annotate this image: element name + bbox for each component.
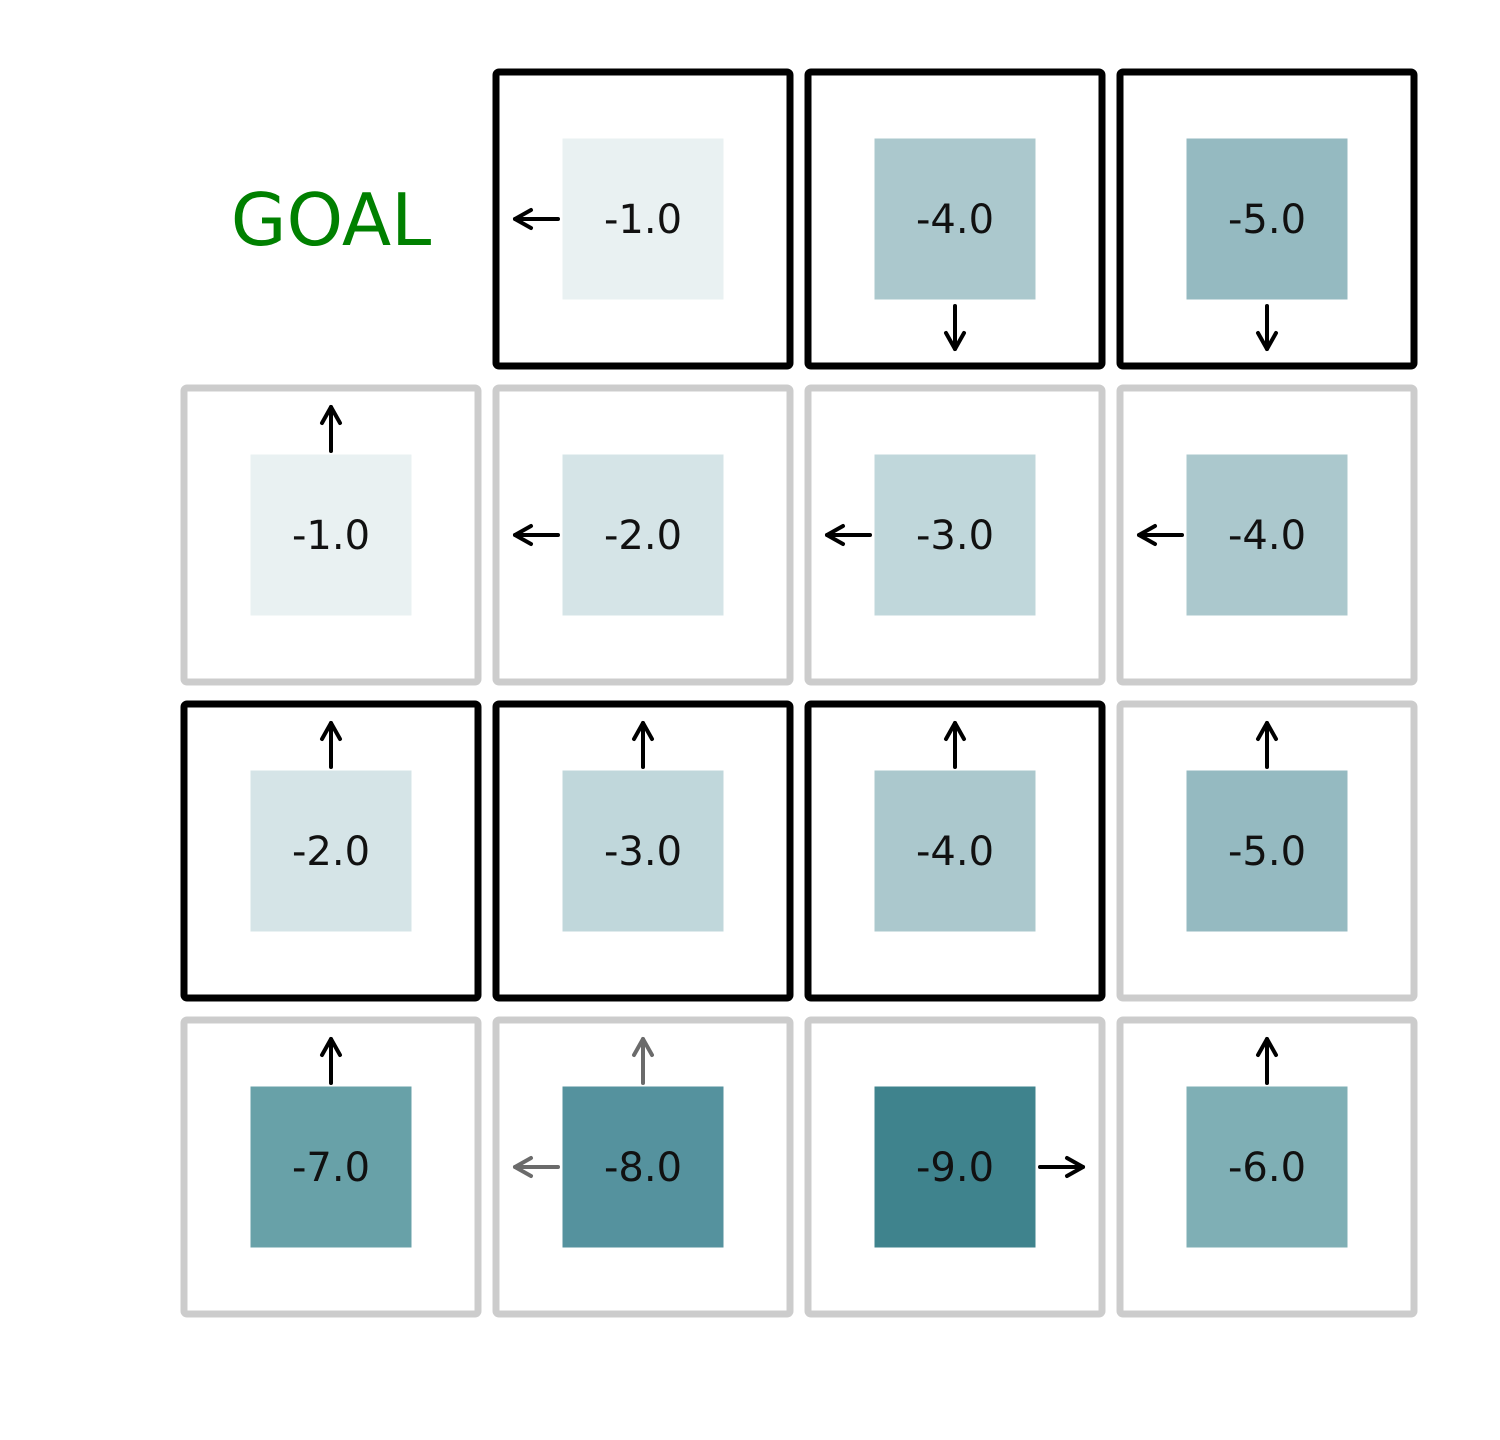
cell-value: -8.0 (604, 1145, 682, 1191)
grid-cell-r3c2: -9.0 (804, 1016, 1106, 1318)
cell-value: -1.0 (292, 513, 370, 559)
grid-cell-r1c1: -2.0 (492, 384, 794, 686)
value-swatch (562, 138, 724, 300)
grid-cell-r3c3: -6.0 (1116, 1016, 1418, 1318)
grid-cell-r2c2: -4.0 (804, 700, 1106, 1002)
cell-border-highlighted (492, 700, 794, 1002)
value-swatch (562, 454, 724, 616)
cell-border (1116, 700, 1418, 1002)
arrow-right-icon (1038, 1156, 1085, 1178)
cell-value: -5.0 (1228, 829, 1306, 875)
value-swatch (1186, 138, 1348, 300)
arrow-up-icon (320, 1037, 342, 1085)
value-swatch (1186, 770, 1348, 932)
value-swatch (562, 770, 724, 932)
cell-value: -9.0 (916, 1145, 994, 1191)
arrow-up-icon (632, 721, 654, 769)
grid-cell-r2c0: -2.0 (180, 700, 482, 1002)
cell-border (180, 1016, 482, 1318)
cell-border (804, 1016, 1106, 1318)
arrow-left-icon (1137, 524, 1184, 546)
cell-value: -5.0 (1228, 197, 1306, 243)
value-swatch (250, 454, 412, 616)
cell-value: -2.0 (604, 513, 682, 559)
value-swatch (250, 770, 412, 932)
cell-value: -7.0 (292, 1145, 370, 1191)
grid-cell-r1c3: -4.0 (1116, 384, 1418, 686)
arrow-down-icon (1256, 304, 1278, 351)
cell-value: -3.0 (916, 513, 994, 559)
value-swatch (250, 1086, 412, 1248)
arrow-up-icon (632, 1037, 654, 1085)
cell-value: -4.0 (916, 197, 994, 243)
cell-value: -3.0 (604, 829, 682, 875)
cell-value: -1.0 (604, 197, 682, 243)
cell-border (1116, 1016, 1418, 1318)
cell-value: -2.0 (292, 829, 370, 875)
cell-value: -4.0 (1228, 513, 1306, 559)
grid-cell-r2c3: -5.0 (1116, 700, 1418, 1002)
grid-cell-r3c0: -7.0 (180, 1016, 482, 1318)
cell-value: -4.0 (916, 829, 994, 875)
arrow-up-icon (1256, 721, 1278, 769)
cell-border-highlighted (804, 68, 1106, 370)
cell-border-highlighted (492, 68, 794, 370)
cell-border-highlighted (180, 700, 482, 1002)
cell-border (1116, 384, 1418, 686)
grid-cell-r0c3: -5.0 (1116, 68, 1418, 370)
cell-border (492, 1016, 794, 1318)
arrow-up-icon (944, 721, 966, 769)
goal-label: GOAL (231, 178, 432, 262)
grid-cell-r0c2: -4.0 (804, 68, 1106, 370)
cell-border (180, 384, 482, 686)
value-swatch (1186, 454, 1348, 616)
arrow-left-icon (825, 524, 872, 546)
value-swatch (874, 138, 1036, 300)
grid-cell-r1c0: -1.0 (180, 384, 482, 686)
cell-border (804, 384, 1106, 686)
value-swatch (874, 770, 1036, 932)
cell-border-highlighted (1116, 68, 1418, 370)
value-swatch (562, 1086, 724, 1248)
arrow-left-icon (513, 524, 560, 546)
grid-cell-r2c1: -3.0 (492, 700, 794, 1002)
arrow-up-icon (320, 405, 342, 453)
grid-cell-r3c1: -8.0 (492, 1016, 794, 1318)
arrow-left-icon (513, 208, 560, 230)
grid-cell-r0c1: -1.0 (492, 68, 794, 370)
cell-value: -6.0 (1228, 1145, 1306, 1191)
grid-cell-r1c2: -3.0 (804, 384, 1106, 686)
cell-border (492, 384, 794, 686)
arrow-left-icon (513, 1156, 560, 1178)
arrow-up-icon (320, 721, 342, 769)
value-swatch (1186, 1086, 1348, 1248)
arrow-up-icon (1256, 1037, 1278, 1085)
cell-border-highlighted (804, 700, 1106, 1002)
value-swatch (874, 1086, 1036, 1248)
arrow-down-icon (944, 304, 966, 351)
value-swatch (874, 454, 1036, 616)
